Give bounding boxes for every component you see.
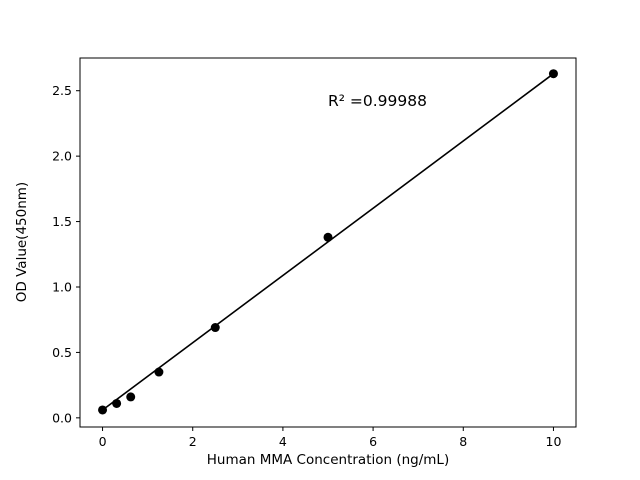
y-tick-label: 1.5 <box>52 214 72 229</box>
data-point <box>112 398 122 408</box>
x-tick-label: 0 <box>99 434 107 449</box>
x-tick-label: 8 <box>459 434 467 449</box>
x-axis-label: Human MMA Concentration (ng/mL) <box>207 452 449 468</box>
fit-line <box>102 73 554 411</box>
x-tick-label: 6 <box>369 434 377 449</box>
y-axis-label: OD Value(450nm) <box>14 182 30 302</box>
x-tick-label: 2 <box>189 434 197 449</box>
plot-layer: 0 2 4 6 8 10 0.0 0.5 1.0 1.5 2.0 2.5 <box>52 57 577 449</box>
y-tick-label: 2.5 <box>52 83 72 98</box>
y-tick-label: 0.5 <box>52 345 72 360</box>
data-point <box>126 392 136 402</box>
data-point <box>98 405 108 415</box>
y-tick-label: 2.0 <box>52 149 72 164</box>
y-tick-label: 1.0 <box>52 279 72 294</box>
x-tick-label: 4 <box>279 434 287 449</box>
data-point <box>548 69 558 79</box>
data-point <box>154 367 164 377</box>
r-squared-annotation: R² =0.99988 <box>328 92 427 110</box>
x-tick-label: 10 <box>546 434 562 449</box>
y-tick-label: 0.0 <box>52 410 72 425</box>
data-point <box>210 323 220 333</box>
data-point <box>323 232 333 242</box>
